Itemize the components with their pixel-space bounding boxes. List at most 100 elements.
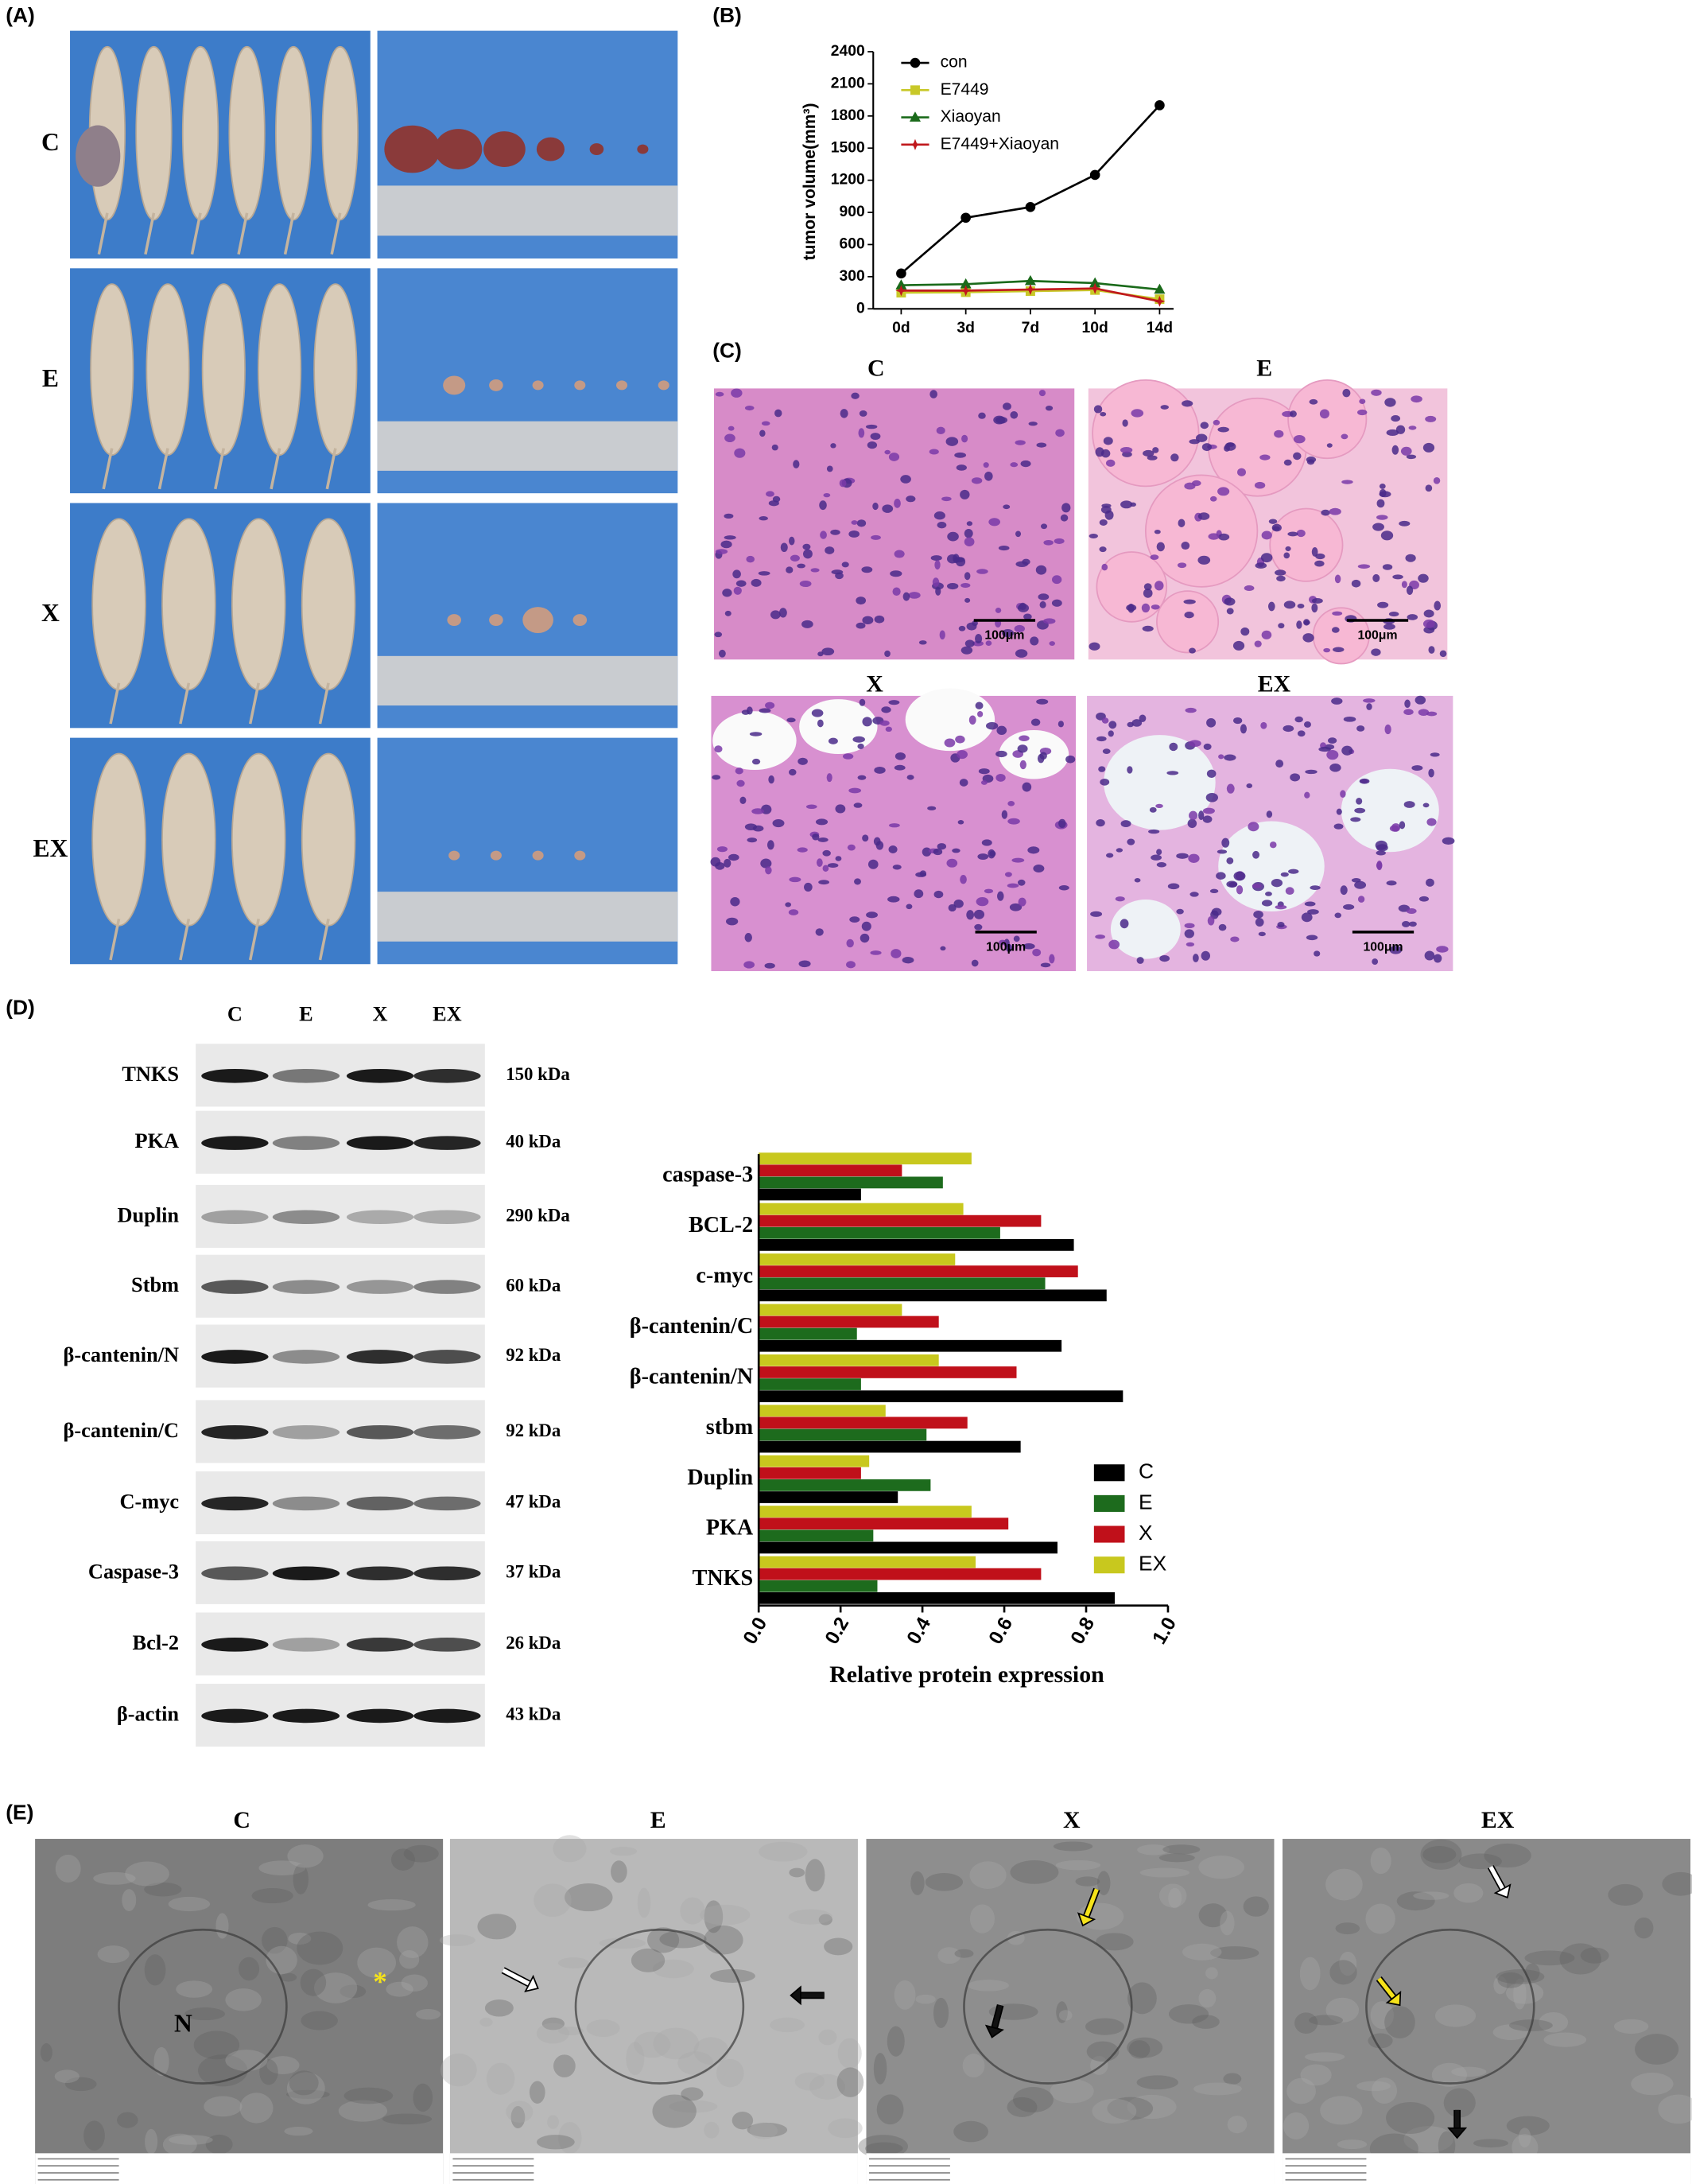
x-tick-label: 0.8 bbox=[1067, 1614, 1099, 1648]
blot-band bbox=[346, 1136, 414, 1150]
nucleus bbox=[1384, 724, 1391, 735]
bar bbox=[759, 1440, 1021, 1453]
nucleus bbox=[1399, 520, 1411, 527]
nucleus bbox=[859, 698, 866, 706]
nucleus bbox=[1376, 850, 1386, 856]
nucleus bbox=[861, 566, 873, 573]
lane-label: C bbox=[227, 1002, 243, 1025]
nucleus bbox=[1252, 884, 1262, 888]
nucleus bbox=[1151, 854, 1162, 861]
nucleus bbox=[1202, 807, 1215, 814]
nucleus bbox=[1120, 500, 1133, 509]
nucleus bbox=[1255, 562, 1267, 569]
legend-swatch bbox=[1093, 1494, 1125, 1512]
nucleus bbox=[835, 804, 846, 814]
nucleus bbox=[902, 957, 914, 964]
nucleus bbox=[884, 650, 891, 658]
nucleus bbox=[1108, 730, 1114, 737]
arrow-head bbox=[1493, 1883, 1512, 1899]
nucleus bbox=[1166, 771, 1179, 775]
nucleus bbox=[1237, 468, 1246, 476]
tumor bbox=[637, 144, 649, 154]
tem-texture bbox=[176, 1980, 213, 1998]
fat-cell bbox=[1287, 379, 1368, 460]
tem-texture bbox=[1325, 1868, 1363, 1901]
nucleus bbox=[712, 775, 721, 780]
nucleus bbox=[1341, 480, 1353, 484]
protein-label: C-myc bbox=[119, 1490, 179, 1513]
nucleus bbox=[803, 549, 813, 559]
data-point bbox=[1154, 283, 1166, 294]
nucleus bbox=[1268, 519, 1278, 524]
nucleus bbox=[751, 578, 762, 587]
nucleus bbox=[1090, 911, 1103, 917]
nucleus bbox=[1333, 647, 1345, 653]
nucleus bbox=[1428, 768, 1434, 778]
nucleus bbox=[822, 865, 829, 872]
bar bbox=[759, 1277, 1046, 1290]
nucleus bbox=[789, 876, 801, 883]
tem-texture bbox=[397, 1926, 429, 1959]
category-label: stbm bbox=[706, 1415, 753, 1440]
tem-texture bbox=[637, 1887, 651, 1918]
nucleus bbox=[1315, 553, 1325, 560]
nucleus bbox=[1276, 575, 1286, 582]
tem-texture bbox=[1372, 2077, 1397, 2104]
nucleus bbox=[1130, 502, 1136, 507]
size-label: 92 kDa bbox=[506, 1420, 561, 1440]
data-point bbox=[1024, 283, 1036, 296]
legend-label: EX bbox=[1139, 1552, 1167, 1576]
nucleus bbox=[1311, 598, 1323, 604]
nucleus bbox=[1311, 547, 1318, 557]
nucleus bbox=[955, 735, 965, 744]
tem-texture bbox=[659, 1929, 707, 1949]
blot-band bbox=[413, 1136, 481, 1150]
tem-texture bbox=[1662, 1871, 1692, 1896]
tem-texture bbox=[1386, 2101, 1435, 2134]
tem-texture bbox=[338, 2100, 388, 2122]
nucleus bbox=[1418, 896, 1430, 902]
nucleus bbox=[1226, 783, 1235, 794]
bar bbox=[759, 1390, 1123, 1403]
tem-texture bbox=[184, 2007, 225, 2021]
nucleus bbox=[856, 622, 866, 629]
tem-texture bbox=[1137, 1844, 1170, 1856]
nucleus bbox=[856, 597, 867, 605]
nucleus bbox=[902, 592, 910, 601]
nucleus bbox=[841, 562, 849, 568]
tem-texture bbox=[1320, 2096, 1363, 2125]
series-line bbox=[900, 104, 1161, 274]
nucleus bbox=[888, 823, 900, 828]
tem-texture bbox=[1010, 1860, 1059, 1884]
nucleus bbox=[1209, 888, 1219, 894]
tem-texture bbox=[1497, 1972, 1524, 1988]
nucleus bbox=[736, 779, 745, 787]
nucleus bbox=[978, 412, 986, 419]
tem-texture bbox=[876, 2094, 904, 2125]
arrow-head bbox=[1447, 2127, 1468, 2139]
bar bbox=[759, 1327, 857, 1340]
nucleus bbox=[870, 950, 882, 955]
nucleus bbox=[1134, 878, 1141, 883]
nucleus bbox=[1022, 782, 1032, 792]
mouse bbox=[313, 283, 358, 456]
nucleus bbox=[1342, 388, 1351, 398]
tem-texture bbox=[1283, 2112, 1310, 2139]
nucleus bbox=[1005, 943, 1013, 953]
nucleus bbox=[1033, 864, 1045, 872]
nucleus bbox=[826, 773, 832, 783]
nucleus bbox=[797, 847, 808, 853]
tem-texture bbox=[287, 1844, 324, 1868]
legend-label: E bbox=[1139, 1490, 1153, 1514]
nucleus bbox=[1036, 442, 1047, 448]
tem-texture bbox=[704, 1900, 724, 1933]
lane-label: E bbox=[299, 1002, 313, 1025]
tem-texture bbox=[1403, 2126, 1453, 2153]
nucleus bbox=[954, 452, 967, 458]
tem-texture bbox=[894, 1980, 916, 2010]
tumor bbox=[489, 379, 503, 391]
tem-texture bbox=[117, 2112, 138, 2128]
lane-label: X bbox=[373, 1002, 388, 1025]
nucleus bbox=[851, 520, 858, 525]
nucleus bbox=[983, 462, 989, 468]
